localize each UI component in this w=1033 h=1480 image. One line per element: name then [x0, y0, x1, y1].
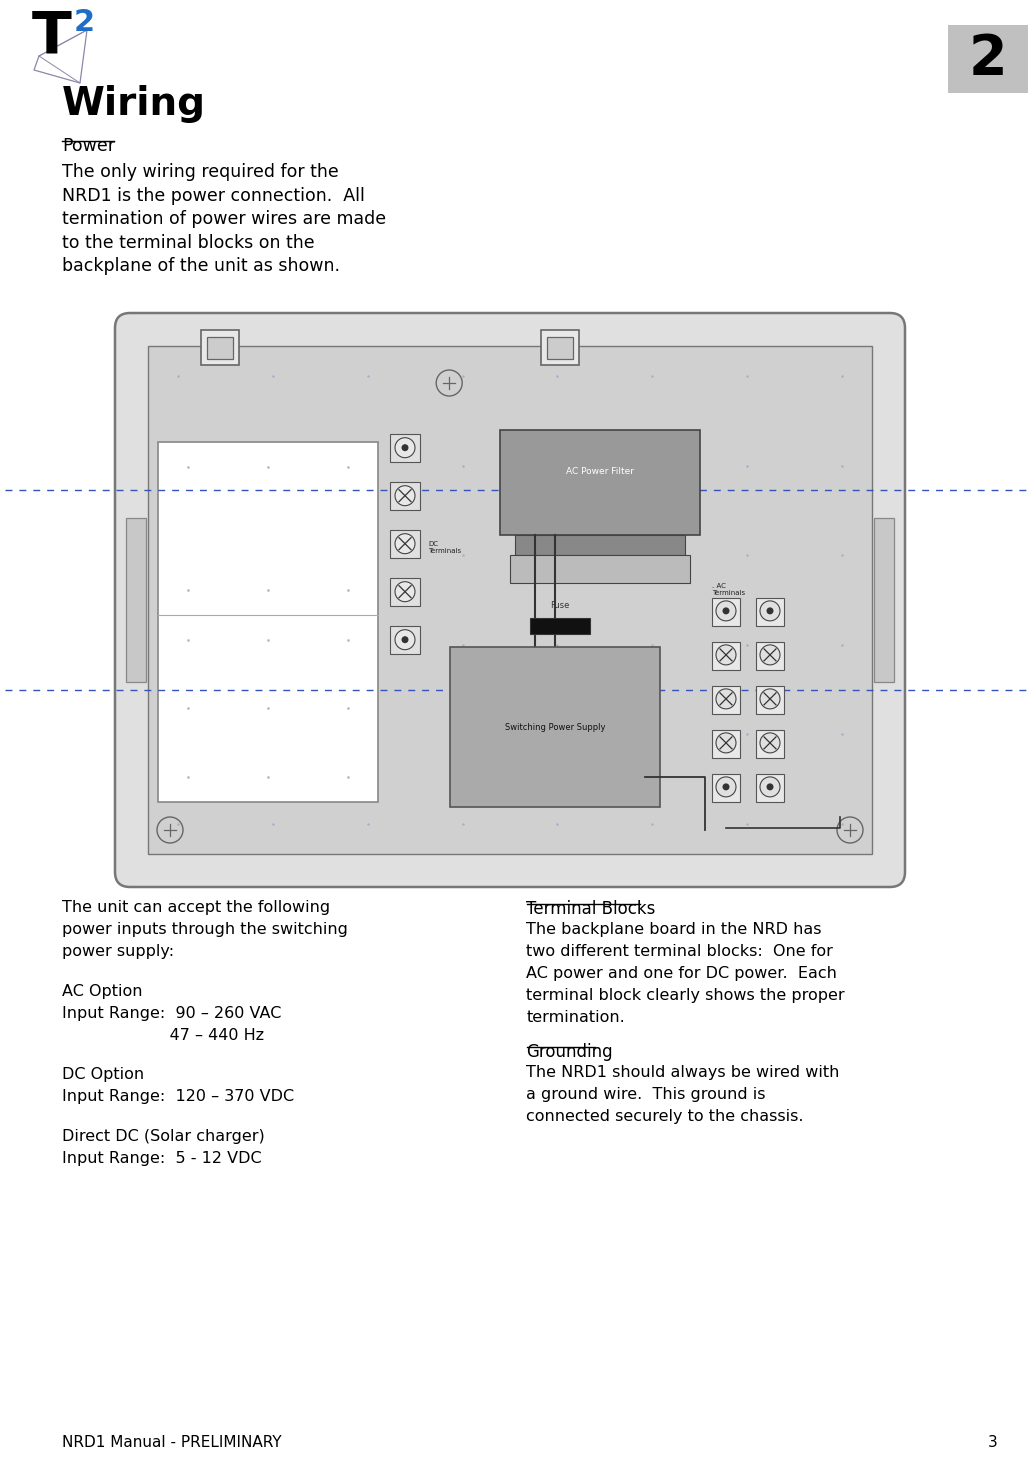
Text: NRD1 is the power connection.  All: NRD1 is the power connection. All — [62, 186, 365, 204]
Bar — [756, 774, 784, 802]
Circle shape — [395, 582, 415, 602]
Circle shape — [402, 636, 408, 644]
Circle shape — [760, 601, 780, 622]
Bar — [712, 774, 740, 802]
Text: AC Option: AC Option — [62, 984, 143, 999]
Text: The only wiring required for the: The only wiring required for the — [62, 163, 339, 181]
Text: The NRD1 should always be wired with: The NRD1 should always be wired with — [527, 1066, 840, 1080]
Text: Grounding: Grounding — [527, 1043, 614, 1061]
Bar — [390, 577, 420, 605]
Text: Power: Power — [62, 138, 115, 155]
Text: NRD1 Manual - PRELIMINARY: NRD1 Manual - PRELIMINARY — [62, 1436, 282, 1450]
Bar — [547, 337, 573, 360]
Bar — [756, 730, 784, 758]
Bar — [390, 481, 420, 509]
Text: Input Range:  90 – 260 VAC: Input Range: 90 – 260 VAC — [62, 1005, 281, 1021]
Circle shape — [395, 485, 415, 506]
Text: termination of power wires are made: termination of power wires are made — [62, 210, 386, 228]
Circle shape — [395, 534, 415, 554]
Text: termination.: termination. — [527, 1009, 625, 1026]
Circle shape — [760, 688, 780, 709]
Bar — [390, 434, 420, 462]
Text: Direct DC (Solar charger): Direct DC (Solar charger) — [62, 1129, 264, 1144]
Text: to the terminal blocks on the: to the terminal blocks on the — [62, 234, 315, 252]
Circle shape — [760, 645, 780, 665]
Bar — [874, 518, 894, 682]
Bar — [712, 730, 740, 758]
Text: backplane of the unit as shown.: backplane of the unit as shown. — [62, 258, 340, 275]
Circle shape — [760, 733, 780, 753]
Text: 2: 2 — [969, 33, 1007, 86]
Bar — [515, 534, 685, 555]
Bar — [756, 685, 784, 713]
Bar — [207, 337, 233, 360]
Text: 3: 3 — [989, 1436, 998, 1450]
Circle shape — [716, 777, 735, 796]
Text: DC
Terminals: DC Terminals — [428, 542, 461, 554]
Bar — [510, 555, 690, 583]
Text: 2: 2 — [74, 7, 95, 37]
Text: a ground wire.  This ground is: a ground wire. This ground is — [527, 1086, 766, 1103]
Bar — [712, 685, 740, 713]
Circle shape — [716, 645, 735, 665]
Text: terminal block clearly shows the proper: terminal block clearly shows the proper — [527, 989, 845, 1003]
Text: power inputs through the switching: power inputs through the switching — [62, 922, 348, 937]
Circle shape — [716, 688, 735, 709]
Text: DC Option: DC Option — [62, 1067, 145, 1082]
Bar — [201, 330, 239, 366]
Text: AC power and one for DC power.  Each: AC power and one for DC power. Each — [527, 966, 838, 981]
Text: connected securely to the chassis.: connected securely to the chassis. — [527, 1109, 804, 1123]
Text: . AC
Terminals: . AC Terminals — [712, 583, 745, 596]
Bar — [541, 330, 580, 366]
Bar — [756, 642, 784, 670]
Circle shape — [766, 607, 774, 614]
FancyBboxPatch shape — [115, 312, 905, 887]
Text: two different terminal blocks:  One for: two different terminal blocks: One for — [527, 944, 834, 959]
Text: AC Power Filter: AC Power Filter — [566, 468, 634, 477]
Circle shape — [395, 629, 415, 650]
Bar — [148, 346, 872, 854]
Bar — [500, 429, 700, 534]
Bar — [948, 25, 1028, 93]
Circle shape — [760, 777, 780, 796]
Bar — [756, 598, 784, 626]
Text: 47 – 440 Hz: 47 – 440 Hz — [62, 1027, 264, 1042]
Circle shape — [722, 783, 729, 790]
Bar — [390, 530, 420, 558]
Bar — [158, 443, 378, 802]
Text: The unit can accept the following: The unit can accept the following — [62, 900, 331, 915]
Circle shape — [716, 733, 735, 753]
Bar — [450, 647, 660, 807]
Text: Input Range:  5 - 12 VDC: Input Range: 5 - 12 VDC — [62, 1151, 261, 1166]
Text: The backplane board in the NRD has: The backplane board in the NRD has — [527, 922, 822, 937]
Text: Fuse: Fuse — [551, 601, 569, 610]
Text: Switching Power Supply: Switching Power Supply — [505, 722, 605, 731]
Text: Wiring: Wiring — [62, 84, 206, 123]
Circle shape — [722, 607, 729, 614]
Bar — [530, 617, 590, 633]
Text: power supply:: power supply: — [62, 944, 175, 959]
Text: Terminal Blocks: Terminal Blocks — [527, 900, 656, 918]
Circle shape — [766, 783, 774, 790]
Circle shape — [716, 601, 735, 622]
Bar — [712, 642, 740, 670]
Bar — [126, 518, 146, 682]
Bar — [390, 626, 420, 654]
Circle shape — [402, 444, 408, 451]
Circle shape — [395, 438, 415, 457]
Bar — [712, 598, 740, 626]
Text: T: T — [32, 7, 72, 65]
Text: Input Range:  120 – 370 VDC: Input Range: 120 – 370 VDC — [62, 1089, 294, 1104]
